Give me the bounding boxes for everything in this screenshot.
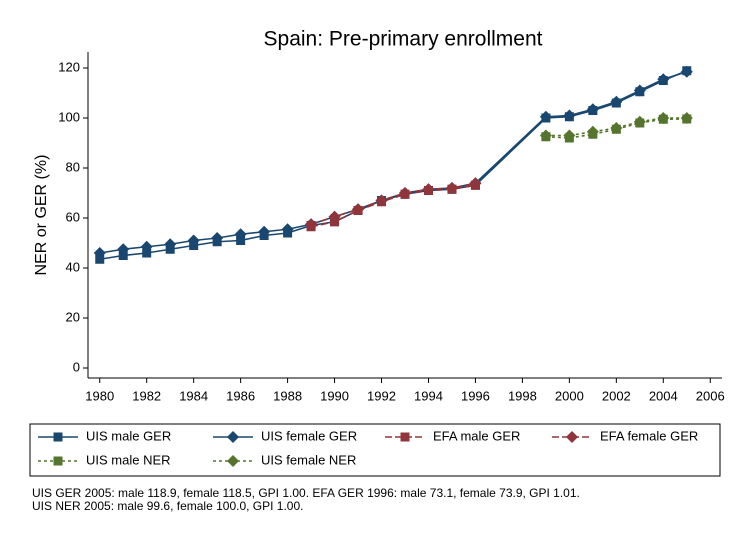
y-tick-label: 80	[66, 159, 80, 174]
legend-marker	[53, 456, 63, 466]
y-tick-label: 100	[58, 109, 80, 124]
y-tick-label: 0	[73, 359, 80, 374]
data-point	[445, 182, 458, 194]
data-point	[142, 248, 152, 258]
data-point	[586, 125, 599, 138]
y-tick-label: 60	[66, 209, 80, 224]
data-point	[399, 187, 411, 199]
data-point	[140, 240, 153, 253]
data-point	[680, 65, 693, 78]
data-point	[633, 115, 646, 128]
legend-label: UIS female GER	[261, 428, 357, 443]
note: UIS GER 2005: male 118.9, female 118.5, …	[32, 486, 580, 500]
data-point	[93, 247, 106, 259]
x-tick-label: 1992	[367, 388, 396, 403]
data-point	[610, 95, 623, 108]
y-tick-label: 20	[66, 309, 80, 324]
data-point	[610, 122, 623, 134]
data-point	[328, 210, 341, 223]
y-axis-label: NER or GER (%)	[33, 155, 50, 276]
data-point	[117, 243, 130, 256]
data-point	[563, 109, 576, 122]
data-point	[95, 254, 105, 264]
data-point	[680, 112, 693, 124]
data-point	[375, 194, 388, 207]
data-point	[236, 236, 246, 245]
x-tick-label: 1982	[132, 388, 161, 403]
data-point	[539, 129, 552, 142]
data-point	[539, 110, 552, 123]
legend-label: UIS male GER	[86, 428, 171, 443]
data-point	[586, 103, 599, 116]
data-point	[422, 183, 435, 196]
x-tick-label: 1996	[461, 388, 490, 403]
data-point	[469, 177, 482, 190]
x-tick-label: 1994	[414, 388, 443, 403]
data-point	[211, 232, 224, 244]
x-tick-label: 2004	[649, 388, 678, 403]
data-point	[305, 218, 318, 231]
data-point	[187, 234, 200, 247]
data-point	[657, 73, 670, 86]
x-tick-label: 1986	[226, 388, 255, 403]
data-point	[563, 129, 576, 142]
data-point	[633, 84, 646, 97]
legend-marker	[53, 432, 63, 442]
data-point	[164, 238, 177, 251]
legend-label: UIS male NER	[86, 452, 171, 467]
legend-box	[29, 423, 721, 477]
x-tick-label: 2002	[602, 388, 631, 403]
data-point	[352, 203, 365, 216]
y-tick-label: 120	[58, 59, 80, 74]
x-tick-label: 1990	[320, 388, 349, 403]
x-tick-label: 1980	[85, 388, 114, 403]
data-point	[118, 251, 128, 260]
x-tick-label: 1984	[179, 388, 208, 403]
legend-marker	[400, 432, 410, 442]
x-tick-label: 2006	[696, 388, 725, 403]
x-tick-label: 1998	[508, 388, 537, 403]
chart-title: Spain: Pre-primary enrollment	[264, 28, 543, 51]
legend-label: EFA male GER	[433, 428, 520, 443]
data-point	[657, 112, 670, 124]
x-tick-label: 2000	[555, 388, 584, 403]
legend-marker	[227, 455, 239, 467]
data-point	[258, 225, 271, 238]
legend-label: UIS female NER	[261, 452, 356, 467]
legend-marker	[227, 431, 239, 443]
x-tick-label: 1988	[273, 388, 302, 403]
data-point	[234, 228, 247, 241]
data-point	[281, 223, 294, 236]
legend-label: EFA female GER	[600, 428, 698, 443]
y-tick-label: 40	[66, 259, 80, 274]
legend-marker	[566, 431, 578, 443]
note: UIS NER 2005: male 99.6, female 100.0, G…	[32, 499, 303, 513]
